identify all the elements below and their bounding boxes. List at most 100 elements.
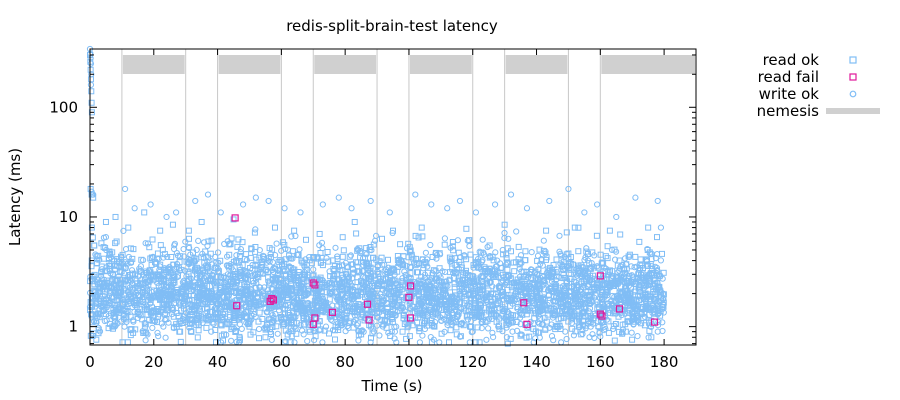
read-ok-point [272, 265, 279, 272]
write-ok-point [586, 305, 594, 312]
read-ok-point [284, 331, 291, 338]
read-ok-point [522, 248, 529, 255]
read-fail-point [233, 302, 241, 310]
read-ok-point [162, 311, 169, 318]
read-ok-point [119, 300, 126, 307]
write-ok-point [585, 318, 592, 325]
read-ok-point [503, 255, 510, 261]
write-ok-point [302, 309, 309, 316]
read-ok-point [233, 327, 239, 334]
write-ok-point [306, 254, 313, 261]
write-ok-point [244, 272, 251, 279]
write-ok-point [161, 285, 168, 292]
write-ok-point [231, 284, 238, 291]
write-ok-point [390, 311, 397, 318]
read-ok-point [227, 241, 234, 248]
read-ok-point [574, 289, 581, 296]
write-ok-point [302, 290, 309, 298]
read-ok-point [141, 209, 148, 216]
read-ok-point [220, 331, 227, 338]
read-ok-point [626, 298, 632, 305]
y-axis-label: Latency (ms) [6, 148, 24, 246]
read-ok-point [276, 275, 283, 282]
read-ok-point [574, 298, 581, 305]
read-ok-point [463, 225, 470, 232]
write-ok-point [322, 323, 330, 330]
read-ok-point [359, 310, 366, 317]
write-ok-point [106, 292, 113, 299]
read-ok-point [606, 227, 613, 234]
read-ok-point [286, 252, 293, 259]
read-ok-point [113, 238, 120, 245]
read-ok-point [256, 309, 263, 316]
read-ok-point [205, 289, 212, 296]
write-ok-point [120, 270, 128, 277]
read-ok-point [90, 194, 97, 201]
read-ok-point [636, 309, 643, 316]
read-ok-point [553, 256, 560, 263]
read-ok-point [411, 309, 418, 316]
read-ok-point [294, 304, 301, 311]
write-ok-point [296, 246, 303, 253]
read-ok-point [278, 258, 285, 265]
read-ok-point [141, 323, 148, 330]
write-ok-point [456, 284, 463, 291]
write-ok-point [643, 273, 651, 280]
write-ok-point [335, 194, 342, 201]
legend-label: write ok [759, 85, 820, 103]
write-ok-point [174, 252, 182, 259]
read-ok-point [624, 297, 631, 304]
read-ok-point [486, 278, 493, 285]
write-ok-point [192, 197, 199, 205]
read-ok-point [614, 280, 621, 287]
read-ok-point [505, 298, 512, 305]
write-ok-point [121, 185, 129, 193]
write-ok-point [252, 194, 259, 201]
read-ok-point [88, 99, 95, 106]
read-ok-point [449, 243, 456, 250]
write-ok-point [329, 289, 336, 296]
x-axis-label: Time (s) [361, 377, 423, 395]
read-ok-point [181, 313, 188, 320]
read-ok-point [186, 276, 193, 283]
read-ok-point [186, 235, 192, 242]
read-ok-point [497, 284, 503, 291]
read-ok-point [127, 258, 134, 265]
write-ok-point [268, 336, 275, 343]
write-ok-point [96, 314, 103, 321]
read-ok-point [261, 255, 268, 262]
read-ok-point [233, 257, 240, 264]
read-ok-point [99, 308, 106, 314]
write-ok-point [642, 302, 649, 309]
write-ok-point [310, 266, 317, 273]
read-ok-point [112, 213, 119, 220]
write-ok-point [163, 213, 170, 221]
read-ok-point [364, 271, 371, 278]
read-ok-point [401, 312, 407, 319]
read-ok-point [594, 301, 601, 308]
read-ok-point [305, 326, 312, 333]
write-ok-point [189, 284, 196, 291]
read-ok-point [576, 321, 583, 328]
write-ok-point [563, 335, 570, 343]
write-ok-point [176, 267, 184, 274]
write-ok-point [447, 258, 454, 265]
read-ok-point [204, 305, 211, 312]
read-ok-point [195, 314, 202, 321]
read-fail-point [596, 310, 604, 318]
read-ok-point [570, 261, 576, 268]
read-ok-point [190, 306, 197, 313]
read-ok-point [173, 290, 180, 297]
write-ok-point [539, 321, 547, 328]
read-ok-point [622, 270, 629, 277]
write-ok-point [444, 205, 451, 212]
read-ok-point [602, 253, 609, 260]
write-ok-point [383, 308, 390, 315]
write-ok-point [472, 209, 480, 216]
read-ok-point [418, 224, 425, 231]
write-ok-point [635, 318, 642, 326]
write-ok-point [602, 326, 609, 333]
read-ok-point [441, 298, 448, 304]
write-ok-point [97, 272, 105, 279]
write-ok-point [565, 185, 572, 193]
